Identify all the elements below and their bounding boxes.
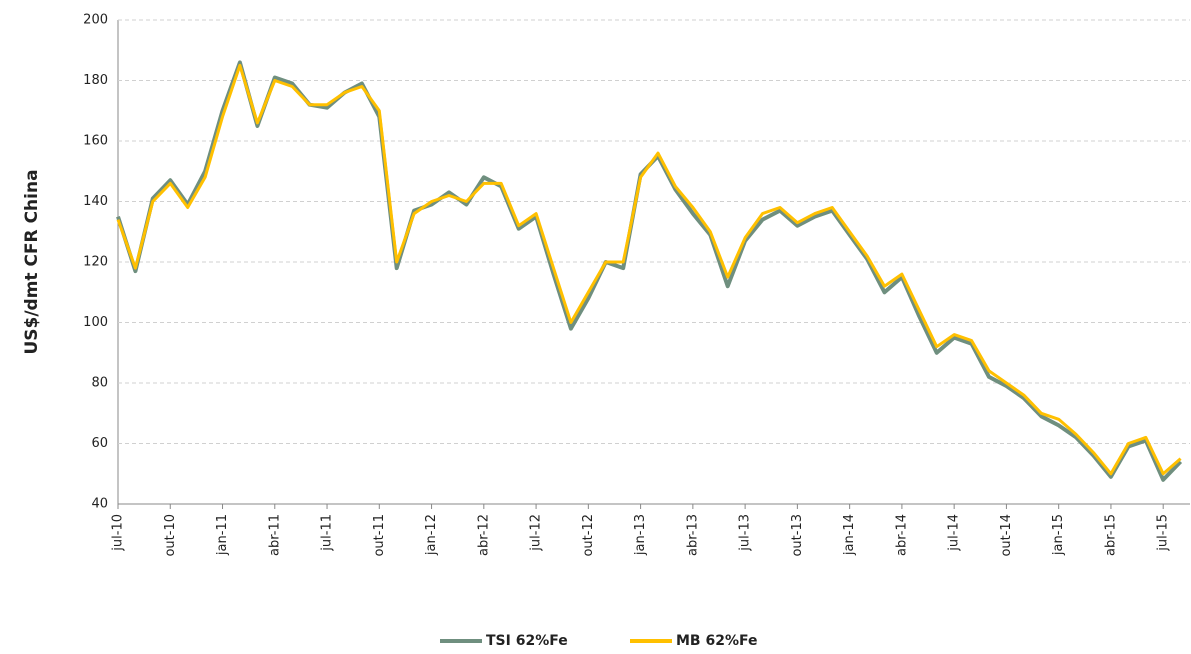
y-axis-label: US$/dmt CFR China: [22, 169, 42, 354]
legend-label: TSI 62%Fe: [486, 633, 568, 649]
y-tick-label: 80: [91, 376, 108, 391]
y-tick-label: 100: [83, 315, 108, 330]
x-tick-label: jul-12: [529, 514, 544, 552]
x-tick-label: jul-13: [738, 514, 753, 552]
x-tick-label: out-14: [999, 514, 1014, 557]
x-tick-label: jul-14: [947, 514, 962, 552]
x-tick-label: jan-14: [842, 514, 857, 556]
x-tick-label: out-12: [581, 514, 596, 557]
series-line: [116, 63, 1182, 476]
x-tick-label: abr-12: [476, 514, 491, 556]
x-tick-label: abr-14: [894, 514, 909, 556]
y-tick-label: 160: [83, 134, 108, 149]
x-tick-label: jan-13: [633, 514, 648, 556]
x-tick-label: jul-11: [320, 514, 335, 552]
y-tick-label: 180: [83, 73, 108, 88]
y-tick-label: 120: [83, 255, 108, 270]
series-line: [116, 60, 1183, 482]
x-tick-label: jul-10: [111, 514, 126, 552]
x-tick-label: abr-15: [1103, 514, 1118, 556]
x-tick-label: out-13: [790, 514, 805, 557]
x-tick-label: abr-11: [267, 514, 282, 556]
x-tick-label: out-10: [163, 514, 178, 557]
y-tick-label: 140: [83, 194, 108, 209]
y-tick-label: 40: [91, 497, 108, 512]
x-tick-label: jan-12: [424, 514, 439, 556]
x-tick-label: out-11: [372, 514, 387, 557]
x-tick-label: jan-15: [1051, 514, 1066, 556]
x-tick-label: abr-13: [685, 514, 700, 556]
y-tick-label: 60: [91, 436, 108, 451]
y-tick-label: 200: [83, 13, 108, 28]
x-tick-label: jul-15: [1156, 514, 1171, 552]
legend-label: MB 62%Fe: [676, 633, 757, 649]
x-tick-label: jan-11: [215, 514, 230, 556]
